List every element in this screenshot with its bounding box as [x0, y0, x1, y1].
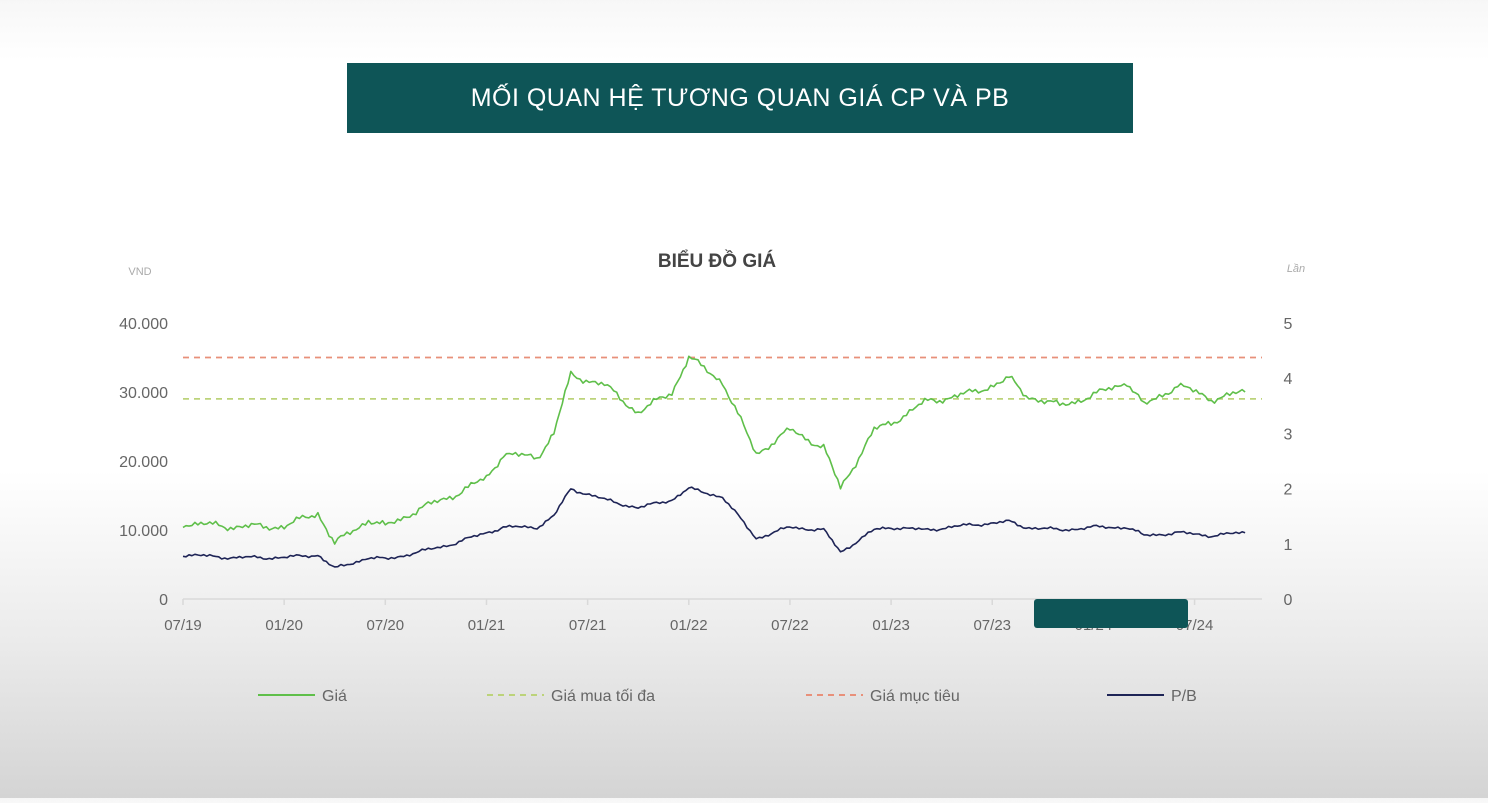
legend-pb-label: P/B [1171, 688, 1197, 705]
banner-title: MỐI QUAN HỆ TƯƠNG QUAN GIÁ CP VÀ PB [470, 83, 1010, 112]
y-left-tick-label: 10.000 [119, 523, 168, 540]
y-right-tick-label: 0 [1284, 592, 1293, 609]
y-right-tick-label: 5 [1284, 316, 1293, 333]
x-tick-label: 07/21 [569, 617, 607, 634]
y-right-tick-label: 4 [1284, 371, 1293, 388]
y-right-tick-label: 2 [1284, 482, 1293, 499]
x-tick-label: 01/22 [670, 617, 708, 634]
y-left-tick-label: 30.000 [119, 385, 168, 402]
y-right-tick-label: 1 [1284, 537, 1293, 554]
legend-max-buy-label: Giá mua tối đa [551, 688, 655, 705]
x-tick-label: 07/23 [973, 617, 1011, 634]
title-banner: MỐI QUAN HỆ TƯƠNG QUAN GIÁ CP VÀ PB [347, 63, 1133, 133]
right-axis-unit: Lần [1287, 263, 1305, 275]
x-tick-label: 01/20 [265, 617, 303, 634]
y-left-tick-label: 0 [159, 592, 168, 609]
chart-title: BIỂU ĐỒ GIÁ [658, 250, 777, 272]
y-left-tick-label: 20.000 [119, 454, 168, 471]
x-tick-label: 07/20 [367, 617, 405, 634]
y-right-tick-label: 3 [1284, 426, 1293, 443]
y-left-tick-label: 40.000 [119, 316, 168, 333]
x-tick-label: 07/19 [164, 617, 202, 634]
left-axis-unit: VND [128, 266, 151, 278]
x-tick-label: 07/22 [771, 617, 809, 634]
price-series-line [182, 355, 1246, 545]
legend-price-label: Giá [322, 688, 347, 705]
legend-target-label: Giá mục tiêu [870, 688, 960, 705]
x-tick-label: 01/21 [468, 617, 506, 634]
x-tick-label: 01/23 [872, 617, 910, 634]
redaction-box [1034, 599, 1188, 628]
pb-series-line [182, 486, 1246, 568]
